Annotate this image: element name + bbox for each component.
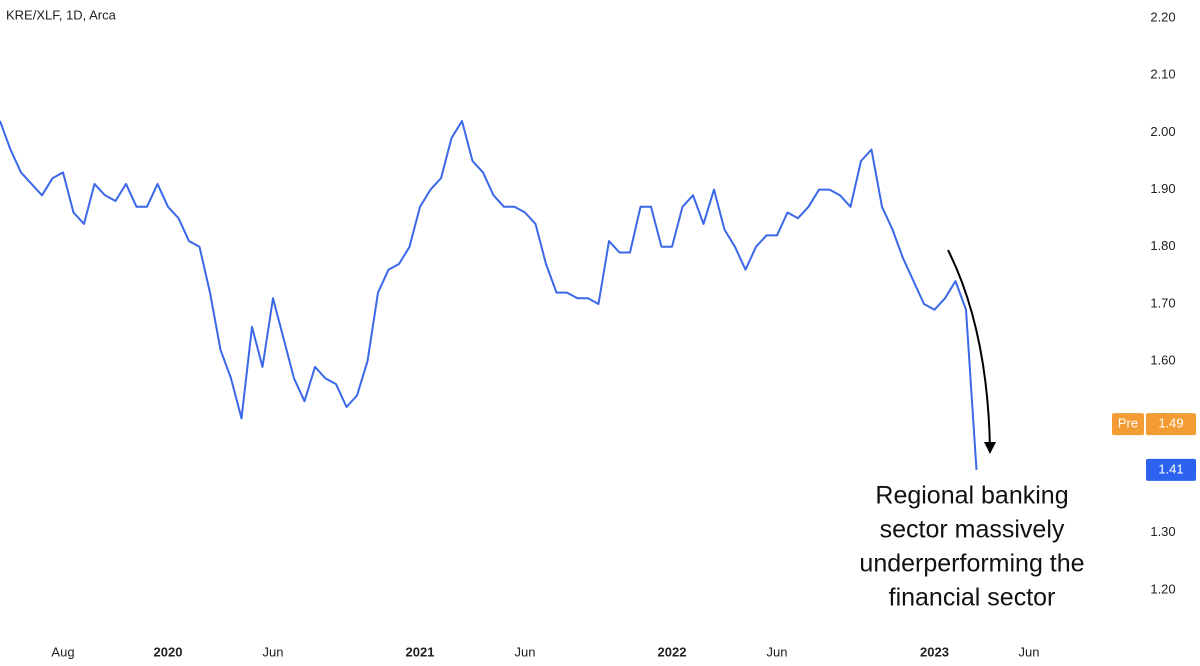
pre-price-bg xyxy=(1146,413,1196,436)
pre-tag-label: Pre xyxy=(1118,416,1138,431)
x-tick-label: 2021 xyxy=(406,644,435,659)
price-line xyxy=(0,120,978,470)
y-tick-label: 1.20 xyxy=(1150,581,1175,596)
pre-tag-bg xyxy=(1112,413,1144,436)
y-tick-label: 1.60 xyxy=(1150,353,1175,368)
annotation-text: underperforming the xyxy=(859,550,1084,578)
x-tick-label: Jun xyxy=(767,644,788,659)
last-price-label: 1.41 xyxy=(1158,461,1183,476)
arrow-head xyxy=(984,442,996,454)
last-price-bg xyxy=(1146,458,1196,481)
x-tick-label: Jun xyxy=(515,644,536,659)
y-tick-label: 2.00 xyxy=(1150,124,1175,139)
y-tick-label: 1.80 xyxy=(1150,238,1175,253)
annotation-text: Regional banking xyxy=(875,482,1068,510)
annotation-text: financial sector xyxy=(889,584,1056,612)
x-tick-label: Jun xyxy=(1019,644,1040,659)
y-tick-label: 1.90 xyxy=(1150,181,1175,196)
chart-title: KRE/XLF, 1D, Arca xyxy=(6,7,117,22)
pre-price-label: 1.49 xyxy=(1158,416,1183,431)
annotation-arrow xyxy=(947,249,991,451)
annotation-text: sector massively xyxy=(880,516,1065,544)
y-tick-label: 1.30 xyxy=(1150,524,1175,539)
x-tick-label: Jun xyxy=(263,644,284,659)
x-tick-label: 2023 xyxy=(920,644,949,659)
y-tick-label: 2.20 xyxy=(1150,9,1175,24)
x-tick-label: 2022 xyxy=(658,644,687,659)
y-tick-label: 1.70 xyxy=(1150,295,1175,310)
y-tick-label: 2.10 xyxy=(1150,67,1175,82)
x-tick-label: 2020 xyxy=(154,644,183,659)
x-tick-label: Aug xyxy=(51,644,74,659)
